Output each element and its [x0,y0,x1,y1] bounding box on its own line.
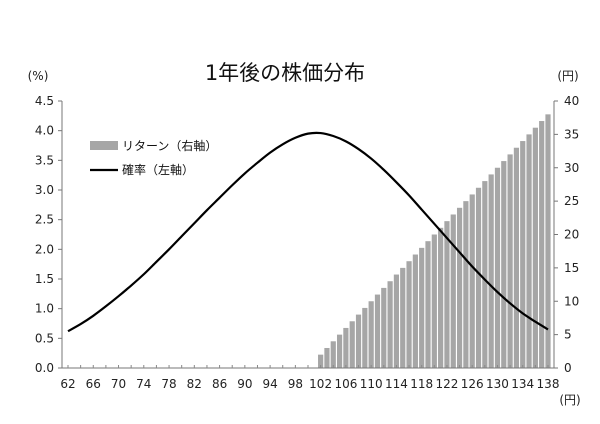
right-tick-label: 25 [564,194,579,208]
bar-125 [463,201,469,369]
x-tick-label: 122 [435,377,458,391]
x-tick-label: 138 [537,377,560,391]
bar-104 [330,341,336,368]
bar-134 [520,141,526,368]
right-tick-label: 0 [564,361,572,375]
left-tick-label: 0.5 [35,331,54,345]
legend-label-probability: 確率（左軸） [122,162,194,177]
x-tick-label: 66 [86,377,101,391]
right-tick-label: 10 [564,294,579,308]
x-tick-label: 126 [461,377,484,391]
x-tick-label: 110 [360,377,383,391]
x-tick-label: 130 [486,377,509,391]
bar-110 [368,301,374,368]
x-tick-label: 70 [111,377,126,391]
bar-113 [387,281,393,368]
probability-line [67,131,549,333]
bar-122 [444,221,450,368]
bar-126 [469,194,475,368]
bar-124 [456,207,463,368]
bar-115 [400,267,406,369]
x-tick-label: 118 [410,377,433,391]
x-tick-label: 74 [136,377,151,391]
bar-132 [507,154,513,368]
bar-120 [431,234,437,368]
bar-111 [374,294,381,368]
right-tick-label: 15 [564,261,579,275]
x-tick-label: 114 [385,377,408,391]
bar-105 [336,334,343,369]
bar-121 [438,227,444,368]
bar-108 [355,314,362,368]
bar-130 [494,167,501,368]
bar-127 [475,187,482,368]
bar-133 [513,147,520,368]
right-tick-label: 40 [564,94,579,108]
right-tick-label: 5 [564,328,572,342]
x-tick-label: 86 [212,377,227,391]
bar-103 [324,347,330,368]
bar-118 [419,247,425,368]
left-tick-label: 4.0 [35,124,54,138]
x-tick-label: 90 [237,377,252,391]
legend: リターン（右軸） 確率（左軸） [90,138,217,177]
bar-106 [343,327,349,368]
right-axis-unit: (円) [557,69,578,83]
chart-title: 1年後の株価分布 [205,61,365,85]
x-tick-label: 78 [161,377,176,391]
left-tick-label: 1.5 [35,272,54,286]
left-tick-label: 2.0 [35,242,54,256]
x-tick-label: 134 [511,377,534,391]
bar-112 [381,287,387,368]
x-tick-label: 98 [288,377,303,391]
x-tick-label: 62 [60,377,75,391]
left-axis-unit: (%) [28,69,49,83]
right-tick-label: 35 [564,127,579,141]
bar-138 [545,114,551,368]
bar-128 [482,181,488,368]
bar-116 [406,261,412,368]
left-tick-label: 1.0 [35,302,54,316]
bar-102 [318,354,324,368]
x-tick-label: 82 [187,377,202,391]
bar-107 [349,321,355,368]
left-tick-label: 3.0 [35,183,54,197]
bar-129 [488,174,494,368]
x-tick-label: 94 [262,377,277,391]
line-series [67,131,549,333]
left-tick-label: 3.5 [35,153,54,167]
axes [58,100,558,369]
legend-label-return: リターン（右軸） [122,138,217,153]
bar-114 [393,274,400,368]
x-tick-label: 106 [334,377,357,391]
tick-labels: 0.0 0.5 1.0 1.5 2.0 2.5 3.0 3.5 4.0 4.5 0 5 10 15 20 25… [35,94,579,391]
x-tick-label: 102 [309,377,332,391]
bar-131 [501,161,507,368]
bar-series [318,114,551,369]
legend-swatch-return [90,141,118,150]
right-tick-label: 20 [564,228,579,242]
bar-135 [526,134,532,369]
right-tick-label: 30 [564,161,579,175]
bar-136 [532,127,538,368]
bar-117 [412,254,418,368]
left-tick-label: 0.0 [35,361,54,375]
bar-119 [425,241,431,368]
left-tick-label: 4.5 [35,94,54,108]
bar-123 [450,214,456,368]
x-axis-unit: (円) [559,393,580,407]
left-tick-label: 2.5 [35,213,54,227]
bar-137 [539,121,545,369]
bar-109 [362,307,368,368]
